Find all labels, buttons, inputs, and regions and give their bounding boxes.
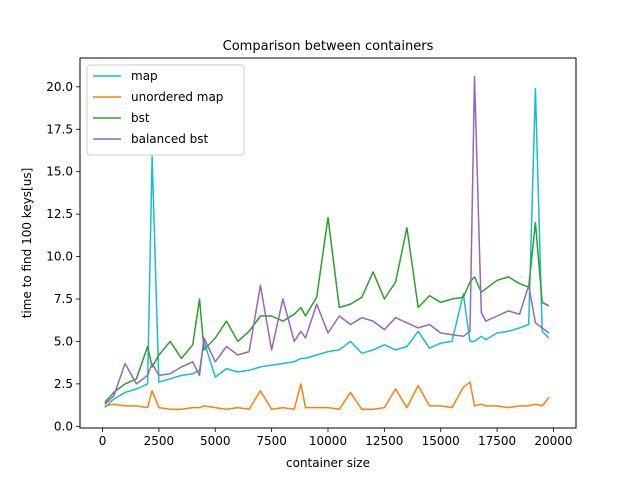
series-line-0: [104, 87, 550, 409]
x-tick-label: 7500: [256, 434, 287, 448]
legend-label: unordered map: [131, 90, 223, 104]
y-tick-label: 15.0: [46, 165, 73, 179]
plot-lines: [104, 75, 550, 411]
legend-label: bst: [131, 111, 150, 125]
series-line-2: [104, 216, 550, 403]
y-tick-label: 10.0: [46, 250, 73, 264]
y-tick-label: 0.0: [54, 419, 73, 433]
chart-title: Comparison between containers: [223, 39, 434, 54]
y-tick-label: 5.0: [54, 334, 73, 348]
series-line-3: [104, 75, 550, 405]
x-tick-label: 5000: [200, 434, 231, 448]
x-tick-label: 20000: [534, 434, 572, 448]
y-axis-label: time to find 100 keys[us]: [20, 168, 34, 319]
y-tick-label: 2.5: [54, 377, 73, 391]
x-tick-label: 17500: [478, 434, 516, 448]
x-tick-label: 0: [99, 434, 107, 448]
x-tick-label: 12500: [365, 434, 403, 448]
x-tick-label: 15000: [422, 434, 460, 448]
y-tick-label: 17.5: [46, 122, 73, 136]
y-tick-label: 12.5: [46, 207, 73, 221]
y-tick-label: 20.0: [46, 80, 73, 94]
x-axis-label: container size: [286, 456, 370, 470]
x-axis-ticks: 0 2500 5000 7500 10000 12500 15000 17500 20000: [99, 428, 573, 448]
x-tick-label: 2500: [144, 434, 175, 448]
x-tick-label: 10000: [309, 434, 347, 448]
legend-label: map: [131, 69, 158, 83]
series-line-1: [104, 381, 550, 411]
y-tick-label: 7.5: [54, 292, 73, 306]
legend-box: [86, 64, 245, 156]
legend-label: balanced bst: [131, 132, 209, 146]
legend: map unordered map bst balanced bst: [86, 64, 245, 156]
y-axis-ticks: 0.0 2.5 5.0 7.5 10.0 12.5 15.0 17.5 20.0: [46, 80, 80, 433]
